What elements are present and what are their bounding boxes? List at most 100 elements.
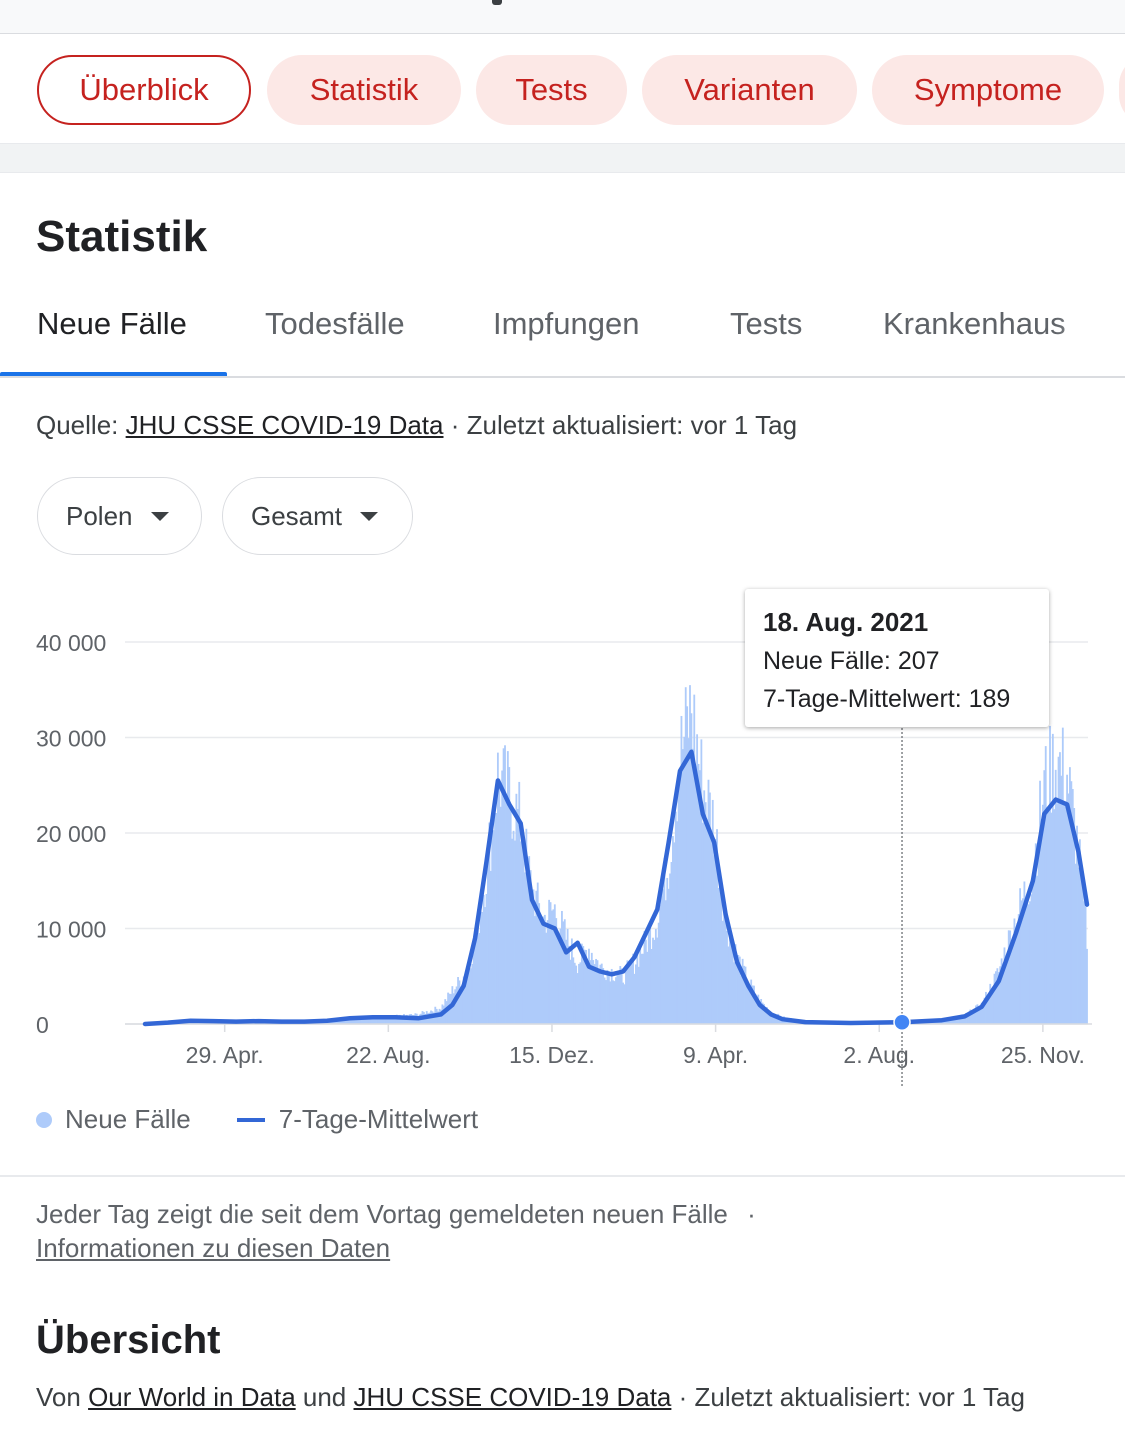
bar-mark (592, 960, 595, 1024)
owid-link[interactable]: Our World in Data (88, 1382, 296, 1412)
bar-mark (976, 1004, 979, 1024)
bar-legend-swatch (36, 1111, 52, 1128)
bar-mark (647, 930, 650, 1024)
bar-mark (653, 939, 656, 1024)
bar-mark (1074, 863, 1077, 1024)
bar-mark (1020, 900, 1023, 1024)
source-link[interactable]: JHU CSSE COVID-19 Data (125, 410, 444, 440)
tab-krankenhaus[interactable]: Krankenhaus (883, 306, 1066, 341)
bar-mark (529, 870, 532, 1024)
chip-ueberblick[interactable]: Überblick (37, 55, 251, 125)
bar-mark (361, 1018, 364, 1024)
tab-impfungen[interactable]: Impfungen (493, 306, 640, 341)
bar-mark (516, 808, 519, 1024)
tooltip-new-cases-value: 207 (897, 647, 940, 675)
chip-statistik[interactable]: Statistik (267, 55, 461, 125)
bar-mark (771, 1014, 774, 1024)
chart-legend: Neue Fälle 7-Tage-Mittelwert (36, 1104, 478, 1135)
bar-mark (681, 749, 684, 1024)
tab-tests[interactable]: Tests (730, 306, 803, 341)
bar-mark (674, 811, 677, 1024)
tooltip-average-value: 189 (968, 685, 1011, 713)
bar-mark (1037, 849, 1040, 1024)
bar-mark (983, 997, 986, 1024)
bar-mark (376, 1016, 378, 1024)
bar-mark (996, 968, 999, 1024)
bar-mark (680, 715, 683, 1024)
bar-mark (1059, 752, 1061, 1024)
bar-mark (1083, 901, 1086, 1024)
bar-mark (1003, 947, 1006, 1024)
x-tick-label: 2. Aug. (843, 1042, 915, 1068)
bar-mark (686, 706, 689, 1024)
country-dropdown[interactable]: Polen (37, 477, 202, 555)
bar-mark (733, 962, 736, 1024)
cases-chart[interactable]: 0 10 000 20 000 30 000 40 000 29. Apr. 22. Aug… (0, 580, 1125, 1100)
bar-mark (572, 957, 575, 1024)
bar-mark (743, 965, 745, 1024)
legend-line-label: 7-Tage-Mittelwert (278, 1104, 479, 1134)
chip-varianten[interactable]: Varianten (642, 55, 857, 125)
bar-mark (562, 921, 565, 1024)
bar-mark (452, 993, 455, 1024)
chip-partial[interactable] (1119, 55, 1125, 125)
bar-mark (346, 1018, 348, 1024)
bar-mark (385, 1015, 388, 1024)
data-info-link[interactable]: Informationen zu diesen Daten (36, 1233, 391, 1263)
bar-mark (676, 821, 679, 1024)
bar-mark (482, 895, 485, 1024)
bar-mark (1049, 725, 1051, 1024)
bar-mark (958, 1016, 960, 1024)
bar-mark (609, 981, 612, 1024)
bar-mark (1046, 807, 1049, 1024)
bar-mark (558, 935, 560, 1024)
bar-mark (1073, 808, 1076, 1024)
bar-mark (526, 857, 529, 1024)
bar-mark (545, 932, 548, 1024)
bar-mark (644, 939, 647, 1024)
tab-todesfaelle[interactable]: Todesfälle (265, 306, 405, 341)
y-tick-label: 10 000 (36, 917, 106, 943)
bar-mark (566, 928, 569, 1024)
bar-mark (498, 778, 501, 1024)
bar-mark (539, 919, 542, 1024)
jhu-link[interactable]: JHU CSSE COVID-19 Data (353, 1382, 672, 1412)
bar-mark (623, 984, 626, 1024)
chip-tests[interactable]: Tests (476, 55, 627, 125)
bar-mark (356, 1017, 358, 1024)
bar-mark (388, 1016, 391, 1024)
bar-mark (580, 943, 583, 1024)
bar-mark (340, 1019, 343, 1024)
bar-mark (524, 872, 526, 1024)
chip-symptome[interactable]: Symptome (872, 55, 1104, 125)
bar-mark (518, 781, 521, 1024)
bar-mark (1023, 881, 1026, 1024)
bar-mark (368, 1017, 371, 1024)
bar-mark (556, 934, 559, 1024)
bar-mark (589, 960, 592, 1024)
bar-mark (649, 926, 652, 1024)
bar-mark (726, 930, 728, 1024)
bar-mark (579, 962, 582, 1024)
bar-mark (1086, 948, 1088, 1024)
bar-mark (970, 1013, 973, 1024)
bar-mark (1016, 923, 1019, 1024)
bar-mark (358, 1018, 361, 1024)
highlight-point (893, 1013, 911, 1031)
bar-mark (582, 946, 585, 1024)
data-footnote: Jeder Tag zeigt die seit dem Vortag geme… (36, 1197, 756, 1265)
overview-source: Von Our World in Data und JHU CSSE COVID… (36, 1382, 1025, 1413)
bar-mark (393, 1015, 395, 1024)
bar-mark (1007, 930, 1010, 1024)
scope-dropdown-label: Gesamt (251, 500, 343, 531)
tab-neue-faelle[interactable]: Neue Fälle (37, 306, 187, 341)
bar-mark (734, 944, 737, 1024)
bar-mark (437, 1011, 440, 1024)
scope-dropdown[interactable]: Gesamt (222, 477, 413, 555)
bar-mark (636, 954, 639, 1024)
y-tick-label: 40 000 (36, 630, 106, 656)
bar-mark (387, 1016, 390, 1024)
bar-mark (543, 914, 546, 1024)
chart-tooltip: 18. Aug. 2021 Neue Fälle: 207 7-Tage-Mit… (745, 589, 1049, 727)
bar-mark (521, 843, 523, 1024)
